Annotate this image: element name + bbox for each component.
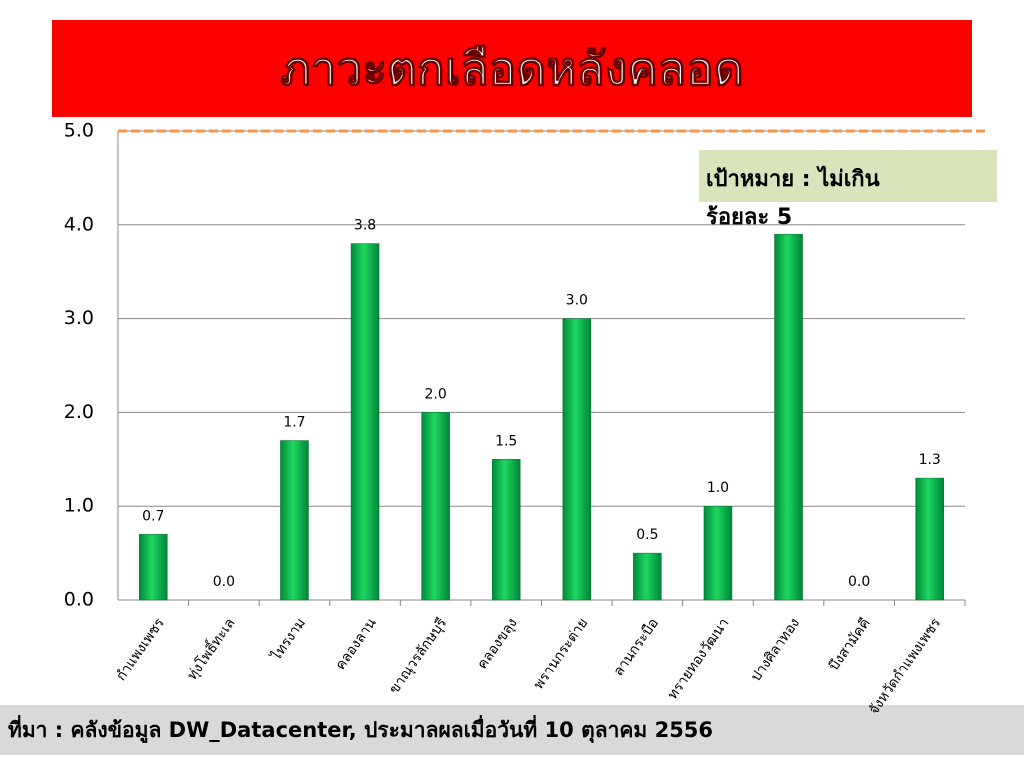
value-label: 2.0 bbox=[424, 386, 446, 402]
x-tick-label: กำแพงเพชร bbox=[113, 615, 168, 684]
target-label-line: เป้าหมาย : ไม่เกิน bbox=[706, 165, 880, 192]
x-tick-label: ปางศิลาทอง bbox=[748, 615, 803, 684]
bar bbox=[421, 412, 450, 601]
value-label: 0.7 bbox=[142, 508, 164, 524]
bar bbox=[915, 477, 944, 601]
x-tick-label: คลองขลุง bbox=[474, 615, 520, 672]
bar bbox=[562, 318, 592, 601]
y-tick-label: 3.0 bbox=[64, 307, 94, 329]
target-label: เป้าหมาย : ไม่เกินร้อยละ 5 bbox=[706, 165, 880, 230]
value-label: 1.0 bbox=[707, 480, 729, 496]
bar bbox=[350, 243, 380, 601]
value-label: 0.5 bbox=[636, 527, 658, 543]
x-tick-label: จังหวัดกำแพงเพชร bbox=[866, 615, 945, 718]
value-label: 1.7 bbox=[283, 415, 305, 431]
source-box bbox=[0, 705, 1024, 755]
bar bbox=[703, 505, 733, 601]
value-label: 3.0 bbox=[566, 293, 588, 309]
x-tick-label: ทรายทองวัฒนา bbox=[665, 615, 733, 702]
bar bbox=[491, 459, 521, 601]
bar bbox=[139, 534, 168, 601]
x-tick-label: ขาณุวรลักษบุรี bbox=[386, 615, 450, 697]
y-tick-label: 1.0 bbox=[64, 495, 94, 517]
x-tick-label: ไทรงาม bbox=[267, 615, 309, 665]
x-tick-label: ทุ่งโพธิ์ทะเล bbox=[182, 614, 239, 683]
bar bbox=[774, 233, 803, 601]
y-tick-label: 0.0 bbox=[64, 589, 94, 611]
bar bbox=[633, 552, 662, 601]
bar bbox=[280, 440, 309, 601]
y-tick-label: 5.0 bbox=[64, 120, 94, 142]
target-box bbox=[699, 150, 997, 202]
value-label: 1.3 bbox=[919, 452, 941, 468]
source: ที่มา : คลังข้อมูล DW_Datacenter, ประมาล… bbox=[8, 714, 713, 744]
title-box bbox=[52, 20, 972, 117]
value-label: 3.8 bbox=[354, 218, 376, 234]
x-tick-label: บึงสามัคคี bbox=[826, 615, 874, 673]
target-label-line: ร้อยละ 5 bbox=[706, 205, 792, 230]
x-tick-label: คลองลาน bbox=[333, 615, 380, 673]
value-label: 1.5 bbox=[495, 433, 517, 449]
value-label: 0.0 bbox=[848, 574, 870, 590]
x-tick-label: ลานกระบือ bbox=[610, 615, 661, 679]
x-tick-label: พรานกระต่าย bbox=[531, 615, 592, 692]
chart-title: ภาวะตกเลือดหลังคลอด bbox=[280, 42, 743, 96]
value-label: 0.0 bbox=[213, 574, 235, 590]
y-tick-label: 2.0 bbox=[64, 401, 94, 423]
y-tick-label: 4.0 bbox=[64, 213, 94, 235]
